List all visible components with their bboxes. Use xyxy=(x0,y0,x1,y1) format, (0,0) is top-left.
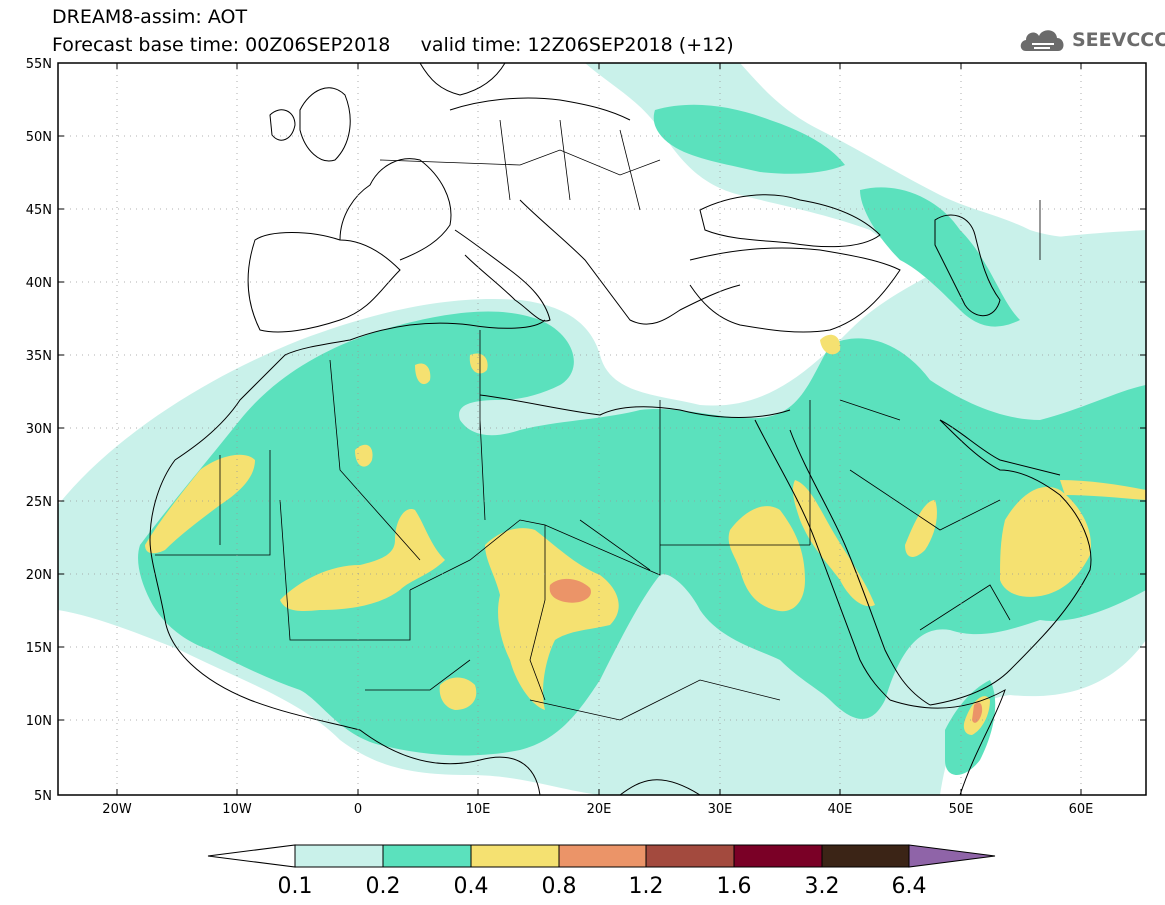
aot-band-0.4-sudan xyxy=(728,506,805,612)
colorbar-label: 1.6 xyxy=(717,874,752,899)
france-coast xyxy=(339,158,452,261)
scandinavia-coast xyxy=(419,63,506,96)
aot-band-0.8-chad xyxy=(549,578,591,603)
red-sea-coast-west xyxy=(754,419,891,701)
country-borders xyxy=(155,119,1041,721)
iberia-coast xyxy=(247,232,401,333)
caspian-sea-coast xyxy=(934,214,1001,317)
aot-band-0.4-mauritania xyxy=(145,454,255,554)
africa-coastline xyxy=(149,319,701,795)
colorbar-swatch xyxy=(821,844,910,868)
aot-band-0.4-nigeria xyxy=(439,677,477,710)
lat-label: 45N xyxy=(26,203,52,218)
lon-label: 20E xyxy=(587,802,612,817)
lat-label: 50N xyxy=(26,130,52,145)
persian-gulf-coast xyxy=(939,419,1061,476)
colorbar-swatch xyxy=(558,844,647,868)
chart-title: DREAM8-assim: AOT xyxy=(52,6,248,28)
lat-label: 55N xyxy=(26,57,52,72)
lat-label: 10N xyxy=(26,714,52,729)
aot-band-0.4-algeria xyxy=(355,334,841,467)
colorbar-low-arrow xyxy=(207,844,296,868)
aot-contours xyxy=(58,63,1146,795)
lon-label: 0 xyxy=(354,802,362,817)
black-sea-coast xyxy=(699,194,881,248)
lon-label: 10E xyxy=(466,802,491,817)
colorbar-label: 0.1 xyxy=(278,874,313,899)
lat-label: 20N xyxy=(26,568,52,583)
lat-label: 25N xyxy=(26,495,52,510)
aot-band-0.4-chad xyxy=(485,528,619,710)
med-south-coast xyxy=(479,394,791,418)
colorbar-swatch xyxy=(470,844,560,868)
lat-label: 15N xyxy=(26,641,52,656)
colorbar-label: 6.4 xyxy=(892,874,927,899)
lon-label: 20W xyxy=(102,802,132,817)
aot-band-0.4-saudi xyxy=(905,500,937,557)
colorbar-swatch xyxy=(294,844,384,868)
aot-band-0.2 xyxy=(138,311,1146,756)
cloud-icon xyxy=(1020,30,1064,51)
longitude-labels: 20W 10W 0 10E 20E 30E 40E 50E 60E xyxy=(102,802,1093,817)
italy-coast xyxy=(454,229,551,322)
lat-label: 30N xyxy=(26,422,52,437)
graticule xyxy=(58,63,1146,795)
lon-label: 50E xyxy=(949,802,974,817)
logo-text: SEEVCCC xyxy=(1072,29,1165,51)
colorbar-label: 3.2 xyxy=(805,874,840,899)
ireland-coast xyxy=(269,109,296,141)
colorbar-label: 1.2 xyxy=(629,874,664,899)
colorbar-label: 0.8 xyxy=(542,874,577,899)
lon-label: 40E xyxy=(828,802,853,817)
arabia-coast xyxy=(929,419,1092,706)
aot-band-0.2-east xyxy=(860,187,1020,327)
baltic-coast xyxy=(449,97,631,121)
lat-label: 35N xyxy=(26,349,52,364)
balkans-greece-coast xyxy=(519,199,741,325)
colorbar-labels: 0.1 0.2 0.4 0.8 1.2 1.6 3.2 6.4 xyxy=(278,874,927,899)
latitude-labels: 55N 50N 45N 40N 35N 30N 25N 20N 15N 10N … xyxy=(26,57,52,804)
colorbar-swatch xyxy=(645,844,735,868)
aot-band-0.4-mali xyxy=(280,509,445,611)
lon-label: 10W xyxy=(222,802,252,817)
seevccc-logo: SEEVCCC xyxy=(1018,25,1165,55)
aot-band-0.8-somalia xyxy=(972,702,983,723)
colorbar xyxy=(207,844,996,868)
turkey-coast xyxy=(689,247,901,333)
aot-band-0.4-redsea xyxy=(792,480,875,607)
lat-label: 40N xyxy=(26,276,52,291)
colorbar-swatch xyxy=(733,844,823,868)
lon-label: 60E xyxy=(1069,802,1094,817)
aot-band-0.4-oman xyxy=(1000,486,1091,597)
map-frame xyxy=(57,62,1147,796)
coastlines xyxy=(149,63,1092,795)
red-sea-coast-east xyxy=(789,429,931,706)
colorbar-label: 0.4 xyxy=(454,874,489,899)
lon-label: 30E xyxy=(708,802,733,817)
colorbar-label: 0.2 xyxy=(366,874,401,899)
horn-of-africa xyxy=(889,688,1006,795)
colorbar-high-arrow xyxy=(908,844,996,868)
border-lines xyxy=(155,119,1041,721)
aot-band-0.4-gulf xyxy=(1060,480,1146,500)
colorbar-swatch xyxy=(382,844,472,868)
aot-band-0.2-ukraine xyxy=(653,104,845,174)
lat-label: 5N xyxy=(34,789,52,804)
uk-coast xyxy=(299,87,351,162)
forecast-time-subtitle: Forecast base time: 00Z06SEP2018 valid t… xyxy=(52,34,734,56)
